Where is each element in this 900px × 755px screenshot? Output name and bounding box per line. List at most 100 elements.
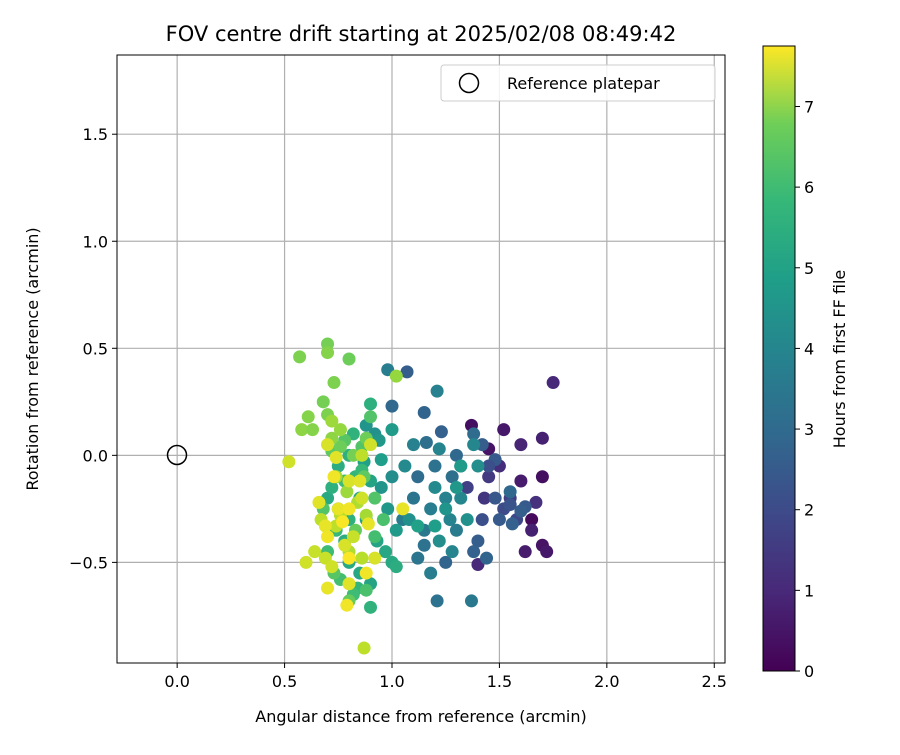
data-point bbox=[282, 455, 296, 469]
colorbar-tick-label: 6 bbox=[804, 178, 814, 197]
data-point bbox=[480, 551, 494, 565]
data-point bbox=[364, 438, 378, 452]
data-point bbox=[327, 376, 341, 390]
data-point bbox=[428, 459, 442, 473]
data-point bbox=[342, 551, 356, 565]
y-tick-label: 0.5 bbox=[83, 339, 108, 358]
data-point bbox=[449, 480, 463, 494]
y-tick-label: 1.0 bbox=[83, 232, 108, 251]
data-point bbox=[546, 376, 560, 390]
x-tick-label: 0.0 bbox=[164, 672, 189, 691]
data-point bbox=[325, 414, 339, 428]
data-point bbox=[464, 594, 478, 608]
data-point bbox=[293, 350, 307, 364]
data-point bbox=[406, 491, 420, 505]
plot-frame bbox=[116, 54, 726, 664]
data-point bbox=[445, 470, 459, 484]
y-tick-label: −0.5 bbox=[69, 553, 108, 572]
data-point bbox=[430, 594, 444, 608]
data-point bbox=[340, 598, 354, 612]
y-tick-label: 1.5 bbox=[83, 125, 108, 144]
x-axis-ticks: 0.0 0.5 1.0 1.5 2.0 2.5 bbox=[164, 663, 727, 691]
data-point bbox=[411, 470, 425, 484]
legend-marker-icon bbox=[458, 72, 480, 94]
data-point bbox=[389, 523, 403, 537]
data-point bbox=[424, 566, 438, 580]
data-point bbox=[475, 513, 489, 527]
data-point bbox=[299, 555, 313, 569]
reference-platepar-marker bbox=[166, 444, 188, 466]
data-point bbox=[460, 480, 474, 494]
data-point bbox=[368, 530, 382, 544]
data-point bbox=[540, 545, 554, 559]
data-point bbox=[505, 517, 519, 531]
data-point bbox=[488, 491, 502, 505]
colorbar-tick-label: 5 bbox=[804, 259, 814, 278]
data-point bbox=[503, 485, 517, 499]
data-point bbox=[400, 365, 414, 379]
data-point bbox=[454, 491, 468, 505]
data-point bbox=[417, 538, 431, 552]
data-point bbox=[406, 438, 420, 452]
data-point bbox=[364, 410, 378, 424]
data-point bbox=[424, 502, 438, 516]
data-point bbox=[460, 513, 474, 527]
colorbar-ticks: 0 1 2 3 4 5 6 7 bbox=[795, 97, 814, 681]
data-point bbox=[445, 545, 459, 559]
data-point bbox=[467, 427, 481, 441]
x-tick-label: 1.0 bbox=[379, 672, 404, 691]
data-point bbox=[342, 502, 356, 516]
legend: Reference platepar bbox=[440, 64, 716, 102]
data-point bbox=[439, 491, 453, 505]
data-point bbox=[428, 480, 442, 494]
data-point bbox=[389, 369, 403, 383]
data-point bbox=[374, 480, 388, 494]
data-point bbox=[492, 513, 506, 527]
data-point bbox=[529, 495, 543, 509]
data-point bbox=[432, 442, 446, 456]
chart-title: FOV centre drift starting at 2025/02/08 … bbox=[166, 22, 677, 46]
data-point bbox=[525, 513, 539, 527]
data-point bbox=[411, 519, 425, 533]
data-point bbox=[342, 352, 356, 366]
data-point bbox=[434, 425, 448, 439]
y-axis-label: Rotation from reference (arcmin) bbox=[23, 227, 42, 490]
data-point bbox=[333, 440, 347, 454]
colorbar-frame bbox=[762, 45, 796, 672]
data-point bbox=[389, 560, 403, 574]
x-tick-label: 1.5 bbox=[487, 672, 512, 691]
data-point bbox=[325, 480, 339, 494]
data-point bbox=[385, 470, 399, 484]
colorbar-tick-label: 7 bbox=[804, 97, 814, 116]
data-point bbox=[430, 384, 444, 398]
colorbar-tick-label: 3 bbox=[804, 420, 814, 439]
data-point bbox=[514, 504, 528, 518]
data-point bbox=[301, 410, 315, 424]
colorbar-label: Hours from first FF file bbox=[830, 270, 849, 449]
data-point bbox=[368, 491, 382, 505]
data-point bbox=[318, 519, 332, 533]
data-point bbox=[385, 399, 399, 413]
data-point bbox=[342, 577, 356, 591]
data-point bbox=[411, 551, 425, 565]
data-point bbox=[503, 498, 517, 512]
x-tick-label: 2.5 bbox=[702, 672, 727, 691]
x-tick-label: 0.5 bbox=[272, 672, 297, 691]
data-point bbox=[333, 423, 347, 437]
y-tick-label: 0.0 bbox=[83, 446, 108, 465]
data-point bbox=[321, 530, 335, 544]
data-point bbox=[428, 519, 442, 533]
data-point bbox=[374, 453, 388, 467]
data-point bbox=[454, 459, 468, 473]
data-point bbox=[355, 448, 369, 462]
data-point bbox=[497, 423, 511, 437]
colorbar: 0 1 2 3 4 5 6 7 Hours from first FF file bbox=[762, 45, 849, 681]
colorbar-tick-label: 4 bbox=[804, 339, 814, 358]
x-tick-label: 2.0 bbox=[594, 672, 619, 691]
data-point bbox=[398, 459, 412, 473]
data-point bbox=[329, 450, 343, 464]
colorbar-gradient bbox=[763, 46, 795, 671]
data-point bbox=[477, 491, 491, 505]
data-point bbox=[316, 395, 330, 409]
